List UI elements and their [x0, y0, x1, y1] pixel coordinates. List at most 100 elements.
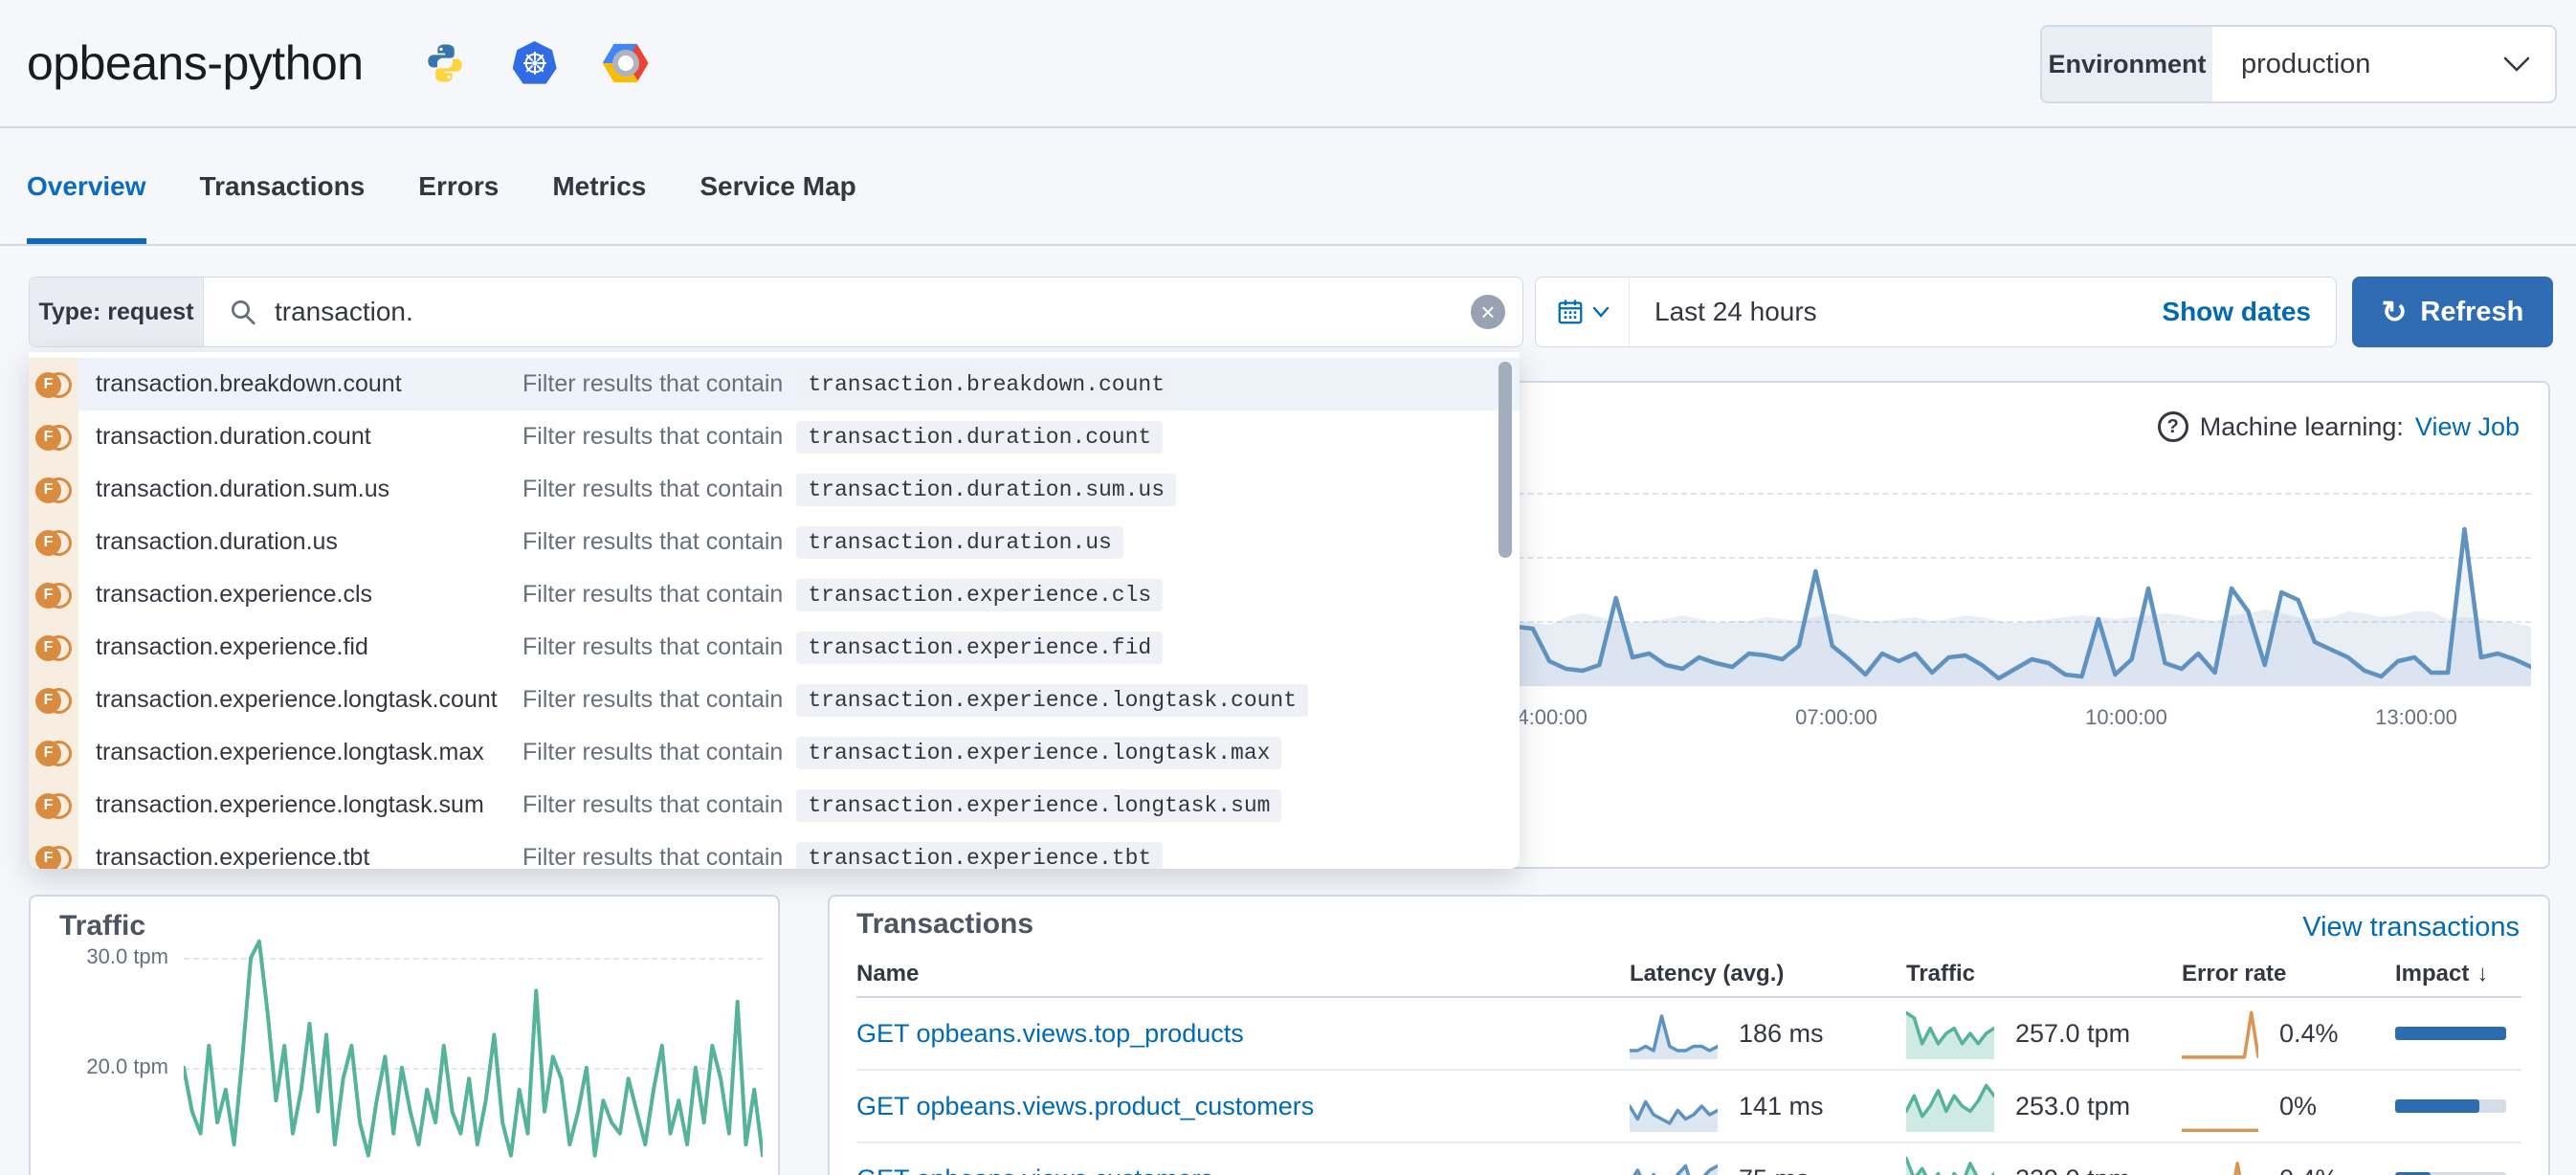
gridline	[184, 1068, 763, 1070]
latency-value: 141 ms	[1739, 1091, 1824, 1120]
y-axis-tick: 30.0 tpm	[86, 944, 168, 968]
suggestion-hint: Filter results that contain	[522, 633, 784, 660]
environment-select[interactable]: Environment production	[2040, 25, 2557, 103]
suggestion-field-name: transaction.breakdown.count	[96, 370, 402, 397]
help-icon[interactable]: ?	[2157, 411, 2188, 442]
suggestion-hint: Filter results that contain	[522, 844, 784, 869]
suggestion-field-name: transaction.duration.count	[96, 423, 371, 450]
transaction-link[interactable]: GET opbeans.views.customers	[856, 1164, 1213, 1175]
x-axis-tick: 10:00:00	[2085, 705, 2167, 729]
suggestion-hint: Filter results that contain	[522, 528, 784, 555]
traffic-sparkline	[1906, 1080, 1994, 1132]
suggestion-item[interactable]: F transaction.duration.us Filter results…	[29, 516, 1520, 568]
chevron-down-icon	[2503, 27, 2555, 101]
latency-chart[interactable]	[1499, 493, 2531, 684]
impact-bar	[2395, 1172, 2506, 1175]
service-tech-icons	[423, 41, 649, 85]
column-header-traffic[interactable]: Traffic	[1906, 961, 1976, 987]
gridline	[847, 621, 2531, 623]
transactions-panel-title: Transactions	[856, 908, 1034, 940]
latency-line-series	[1499, 493, 2531, 684]
ml-label: Machine learning:	[2199, 411, 2404, 441]
latency-sparkline	[1630, 1080, 1718, 1132]
field-icon: F	[35, 634, 72, 661]
python-icon	[423, 41, 467, 85]
refresh-label: Refresh	[2420, 296, 2524, 327]
field-icon: F	[35, 582, 72, 609]
type-filter-badge[interactable]: Type: request	[30, 277, 204, 346]
field-icon: F	[35, 529, 72, 556]
transaction-link[interactable]: GET opbeans.views.top_products	[856, 1018, 1244, 1048]
suggestion-hint: Filter results that contain	[522, 791, 784, 818]
suggestion-code: transaction.duration.sum.us	[796, 473, 1177, 506]
suggestion-field-name: transaction.experience.longtask.max	[96, 739, 484, 765]
error-rate-sparkline	[2182, 1080, 2258, 1132]
clear-search-icon[interactable]: ×	[1471, 295, 1505, 329]
service-header: opbeans-python Environment production	[0, 0, 2576, 128]
dropdown-scrollbar[interactable]	[1499, 362, 1512, 558]
query-suggestions-dropdown: F transaction.breakdown.count Filter res…	[29, 352, 1520, 869]
column-header-name[interactable]: Name	[856, 961, 920, 987]
suggestion-item[interactable]: F transaction.experience.longtask.count …	[29, 674, 1520, 726]
tab-errors[interactable]: Errors	[418, 170, 500, 201]
view-transactions-link[interactable]: View transactions	[2302, 912, 2520, 942]
tab-transactions[interactable]: Transactions	[199, 170, 366, 201]
x-axis-tick: 13:00:00	[2375, 705, 2457, 729]
suggestion-item[interactable]: F transaction.experience.longtask.sum Fi…	[29, 779, 1520, 831]
transaction-link[interactable]: GET opbeans.views.product_customers	[856, 1091, 1315, 1120]
suggestion-code: transaction.experience.cls	[796, 578, 1164, 611]
suggestion-item[interactable]: F transaction.duration.sum.us Filter res…	[29, 463, 1520, 516]
traffic-value: 253.0 tpm	[2015, 1091, 2131, 1120]
suggestion-code: transaction.breakdown.count	[796, 367, 1177, 401]
latency-value: 75 ms	[1739, 1164, 1810, 1175]
field-icon: F	[35, 792, 72, 819]
refresh-button[interactable]: ↻ Refresh	[2352, 277, 2553, 347]
suggestion-item[interactable]: F transaction.experience.fid Filter resu…	[29, 621, 1520, 674]
column-header-impact[interactable]: Impact ↓	[2395, 961, 2489, 987]
suggestion-item[interactable]: F transaction.experience.longtask.max Fi…	[29, 726, 1520, 779]
time-range-label[interactable]: Last 24 hours	[1654, 297, 1817, 326]
suggestion-item[interactable]: F transaction.duration.count Filter resu…	[29, 410, 1520, 463]
suggestion-item[interactable]: F transaction.experience.cls Filter resu…	[29, 568, 1520, 621]
suggestion-code: transaction.experience.longtask.sum	[796, 788, 1282, 822]
search-input[interactable]: transaction. ×	[204, 277, 1522, 346]
machine-learning-row: ? Machine learning: View Job	[2157, 411, 2520, 442]
environment-label: Environment	[2042, 27, 2212, 101]
impact-bar	[2395, 1099, 2506, 1113]
tab-metrics[interactable]: Metrics	[552, 170, 647, 201]
page-title: opbeans-python	[27, 36, 364, 90]
column-header-error-rate[interactable]: Error rate	[2182, 961, 2287, 987]
tab-overview[interactable]: Overview	[27, 128, 146, 244]
traffic-line-series	[184, 925, 763, 1175]
error-rate-value: 0.4%	[2279, 1164, 2339, 1175]
search-icon	[229, 298, 257, 326]
error-rate-value: 0.4%	[2279, 1018, 2339, 1048]
error-rate-sparkline	[2182, 1008, 2258, 1059]
error-rate-value: 0%	[2279, 1091, 2318, 1120]
calendar-dropdown-button[interactable]	[1536, 277, 1630, 346]
traffic-chart[interactable]	[184, 925, 763, 1175]
suggestion-field-name: transaction.duration.sum.us	[96, 476, 390, 502]
suggestion-code: transaction.experience.tbt	[796, 841, 1164, 869]
suggestion-code: transaction.experience.fid	[796, 631, 1164, 664]
column-header-latency[interactable]: Latency (avg.)	[1630, 961, 1785, 987]
transactions-table: Name Latency (avg.) Traffic Error rate I…	[856, 952, 2521, 1175]
suggestion-item[interactable]: F transaction.breakdown.count Filter res…	[29, 358, 1520, 410]
traffic-chart-panel: Traffic 30.0 tpm 20.0 tpm	[29, 895, 780, 1175]
traffic-panel-title: Traffic	[59, 910, 146, 942]
show-dates-link[interactable]: Show dates	[2162, 297, 2311, 326]
table-row: GET opbeans.views.product_customers 141 …	[856, 1071, 2521, 1143]
suggestion-item[interactable]: F transaction.experience.tbt Filter resu…	[29, 831, 1520, 869]
latency-sparkline	[1630, 1153, 1718, 1175]
tab-service-map[interactable]: Service Map	[700, 170, 856, 201]
gcp-icon	[602, 43, 649, 83]
kql-search-bar: Type: request transaction. ×	[29, 277, 1523, 347]
latency-value: 186 ms	[1739, 1018, 1824, 1048]
suggestion-field-name: transaction.experience.tbt	[96, 844, 370, 869]
view-job-link[interactable]: View Job	[2414, 411, 2520, 441]
suggestion-field-name: transaction.experience.longtask.count	[96, 686, 498, 713]
suggestion-code: transaction.experience.longtask.max	[796, 736, 1282, 769]
suggestion-field-name: transaction.experience.cls	[96, 581, 373, 608]
table-header-row: Name Latency (avg.) Traffic Error rate I…	[856, 952, 2521, 998]
suggestion-hint: Filter results that contain	[522, 581, 784, 608]
